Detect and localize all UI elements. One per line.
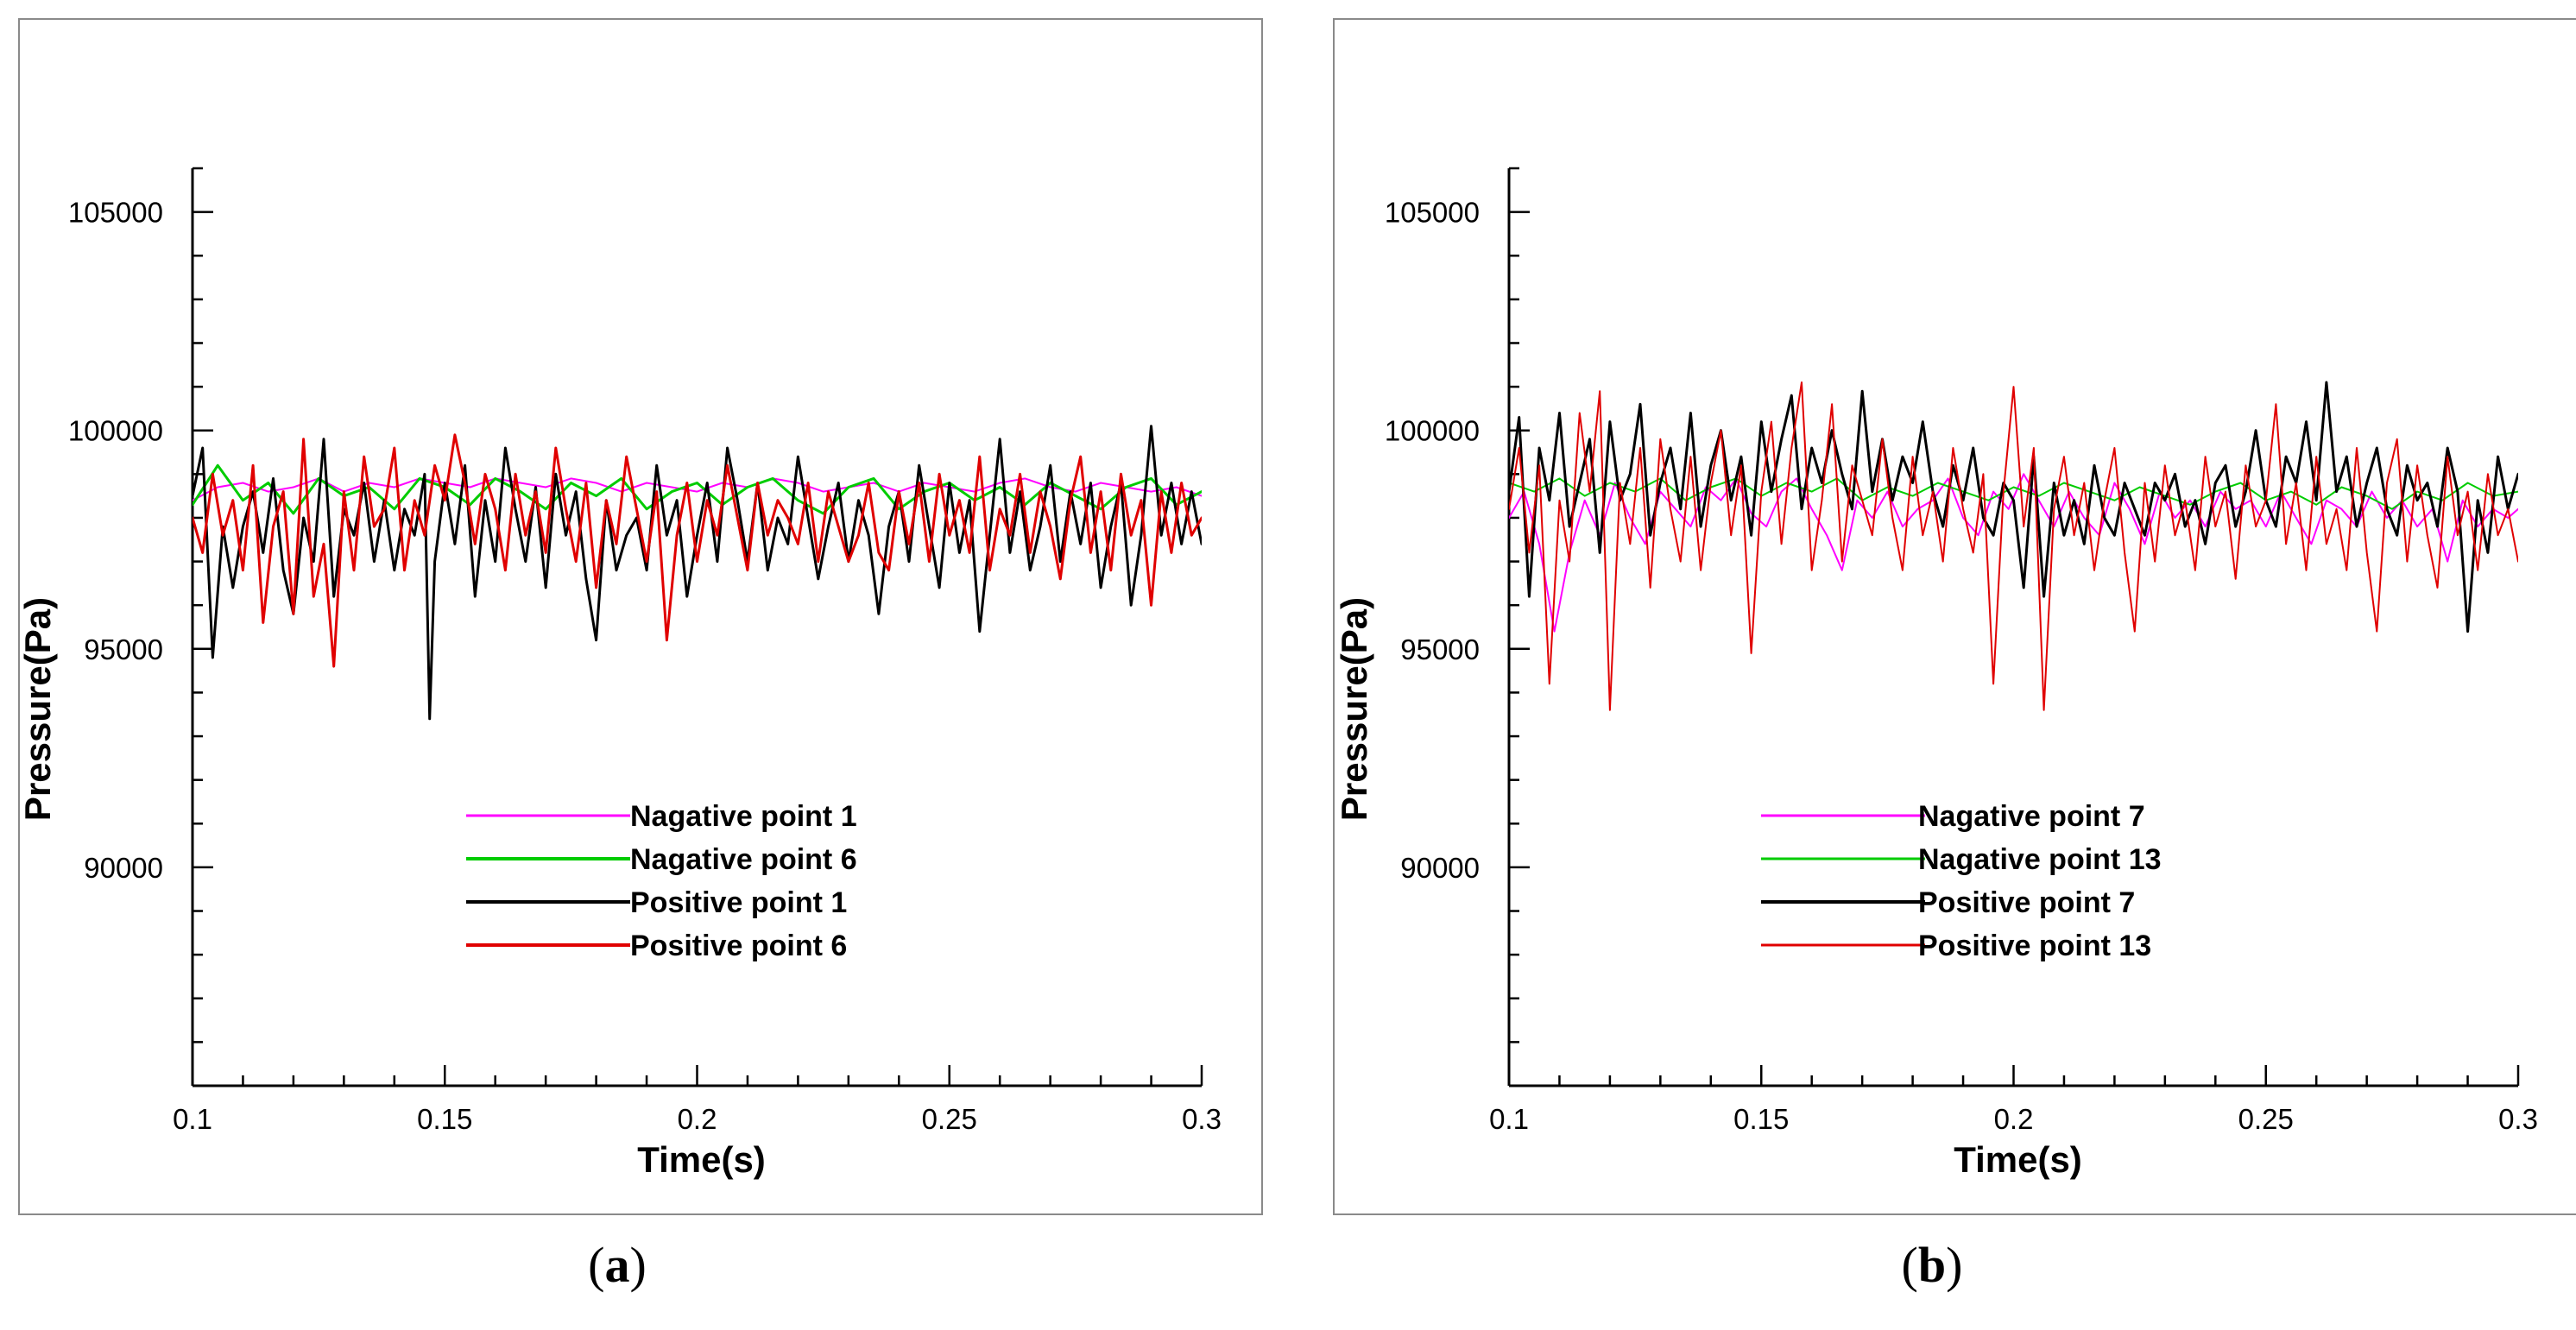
legend-label: Positive point 6	[630, 930, 847, 962]
series-line-positive-point-7	[1509, 382, 2518, 632]
x-tick-label: 0.2	[1994, 1103, 2034, 1135]
x-axis-title: Time(s)	[637, 1139, 766, 1180]
y-tick-label: 90000	[84, 852, 163, 884]
x-tick-label: 0.25	[2238, 1103, 2294, 1135]
y-tick-label: 105000	[68, 197, 163, 229]
chart-panel-a: 90000 95000 100000 105000 0.1 0.15 0.2 0.25 0.3 T…	[17, 19, 1262, 1293]
legend-label: Nagative point 6	[630, 843, 857, 876]
y-tick-label: 105000	[1385, 197, 1480, 229]
y-axis-title: Pressure(Pa)	[1334, 597, 1374, 821]
x-tick-label: 0.2	[678, 1103, 717, 1135]
legend: Nagative point 1 Nagative point 6 Positive…	[466, 800, 857, 962]
y-tick-label: 100000	[68, 415, 163, 447]
legend-label: Nagative point 1	[630, 800, 857, 833]
x-tick-label: 0.3	[1182, 1103, 1222, 1135]
x-tick-label: 0.15	[417, 1103, 472, 1135]
legend-label: Positive point 7	[1918, 886, 2135, 919]
legend-label: Nagative point 7	[1918, 800, 2145, 833]
series-line-positive-point-1	[193, 426, 1202, 719]
x-tick-label: 0.1	[173, 1103, 212, 1135]
x-tick-label: 0.15	[1733, 1103, 1789, 1135]
x-tick-label: 0.1	[1489, 1103, 1529, 1135]
series-line-positive-point-13	[1509, 382, 2518, 710]
panel-frame	[19, 19, 1262, 1214]
x-tick-label: 0.3	[2498, 1103, 2538, 1135]
figure-canvas: 90000 95000 100000 105000 0.1 0.15 0.2 0.25 0.3 T…	[0, 0, 2576, 1330]
panel-caption: (b)	[1902, 1237, 1963, 1293]
y-axis-title: Pressure(Pa)	[17, 597, 58, 821]
y-tick-label: 95000	[1400, 633, 1480, 665]
y-tick-label: 100000	[1385, 415, 1480, 447]
legend: Nagative point 7 Nagative point 13 Positiv…	[1761, 800, 2162, 962]
legend-label: Positive point 1	[630, 886, 847, 919]
panel-frame	[1334, 19, 2576, 1214]
panel-caption: (a)	[588, 1237, 647, 1293]
x-axis-title: Time(s)	[1954, 1139, 2082, 1180]
y-tick-label: 90000	[1400, 852, 1480, 884]
legend-label: Nagative point 13	[1918, 843, 2162, 876]
y-tick-label: 95000	[84, 633, 163, 665]
x-tick-label: 0.25	[922, 1103, 977, 1135]
legend-label: Positive point 13	[1918, 930, 2151, 962]
chart-panel-b: 90000 95000 100000 105000 0.1 0.15 0.2 0.25 0.3 T…	[1334, 19, 2576, 1293]
